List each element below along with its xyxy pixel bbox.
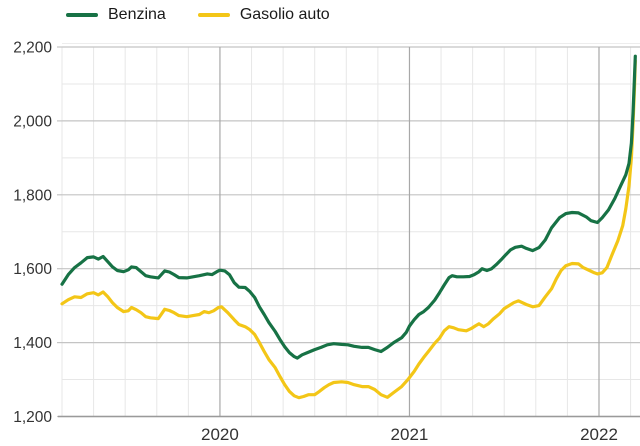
chart-legend: Benzina Gasolio auto (66, 3, 362, 27)
legend-item-benzina: Benzina (66, 3, 166, 27)
y-axis-label-1200: 1,200 (13, 409, 52, 426)
series-line-benzina (60, 54, 637, 360)
y-axis-label-1400: 1,400 (13, 335, 52, 352)
y-axis-label-2200: 2,200 (13, 40, 52, 57)
legend-label-benzina: Benzina (108, 6, 166, 23)
y-axis-label-2000: 2,000 (13, 113, 52, 130)
legend-item-gasolio: Gasolio auto (197, 3, 330, 27)
series-line-gasolio-auto (60, 59, 637, 400)
gasolio-line-swatch-icon (197, 13, 230, 17)
x-axis-label-2022: 2022 (580, 425, 618, 444)
x-axis-label-2021: 2021 (391, 425, 429, 444)
legend-label-gasolio: Gasolio auto (239, 6, 330, 23)
y-axis-label-1600: 1,600 (13, 261, 52, 278)
y-axis-label-1800: 1,800 (13, 187, 52, 204)
benzina-line-swatch-icon (66, 13, 98, 17)
x-axis-label-2020: 2020 (201, 425, 239, 444)
